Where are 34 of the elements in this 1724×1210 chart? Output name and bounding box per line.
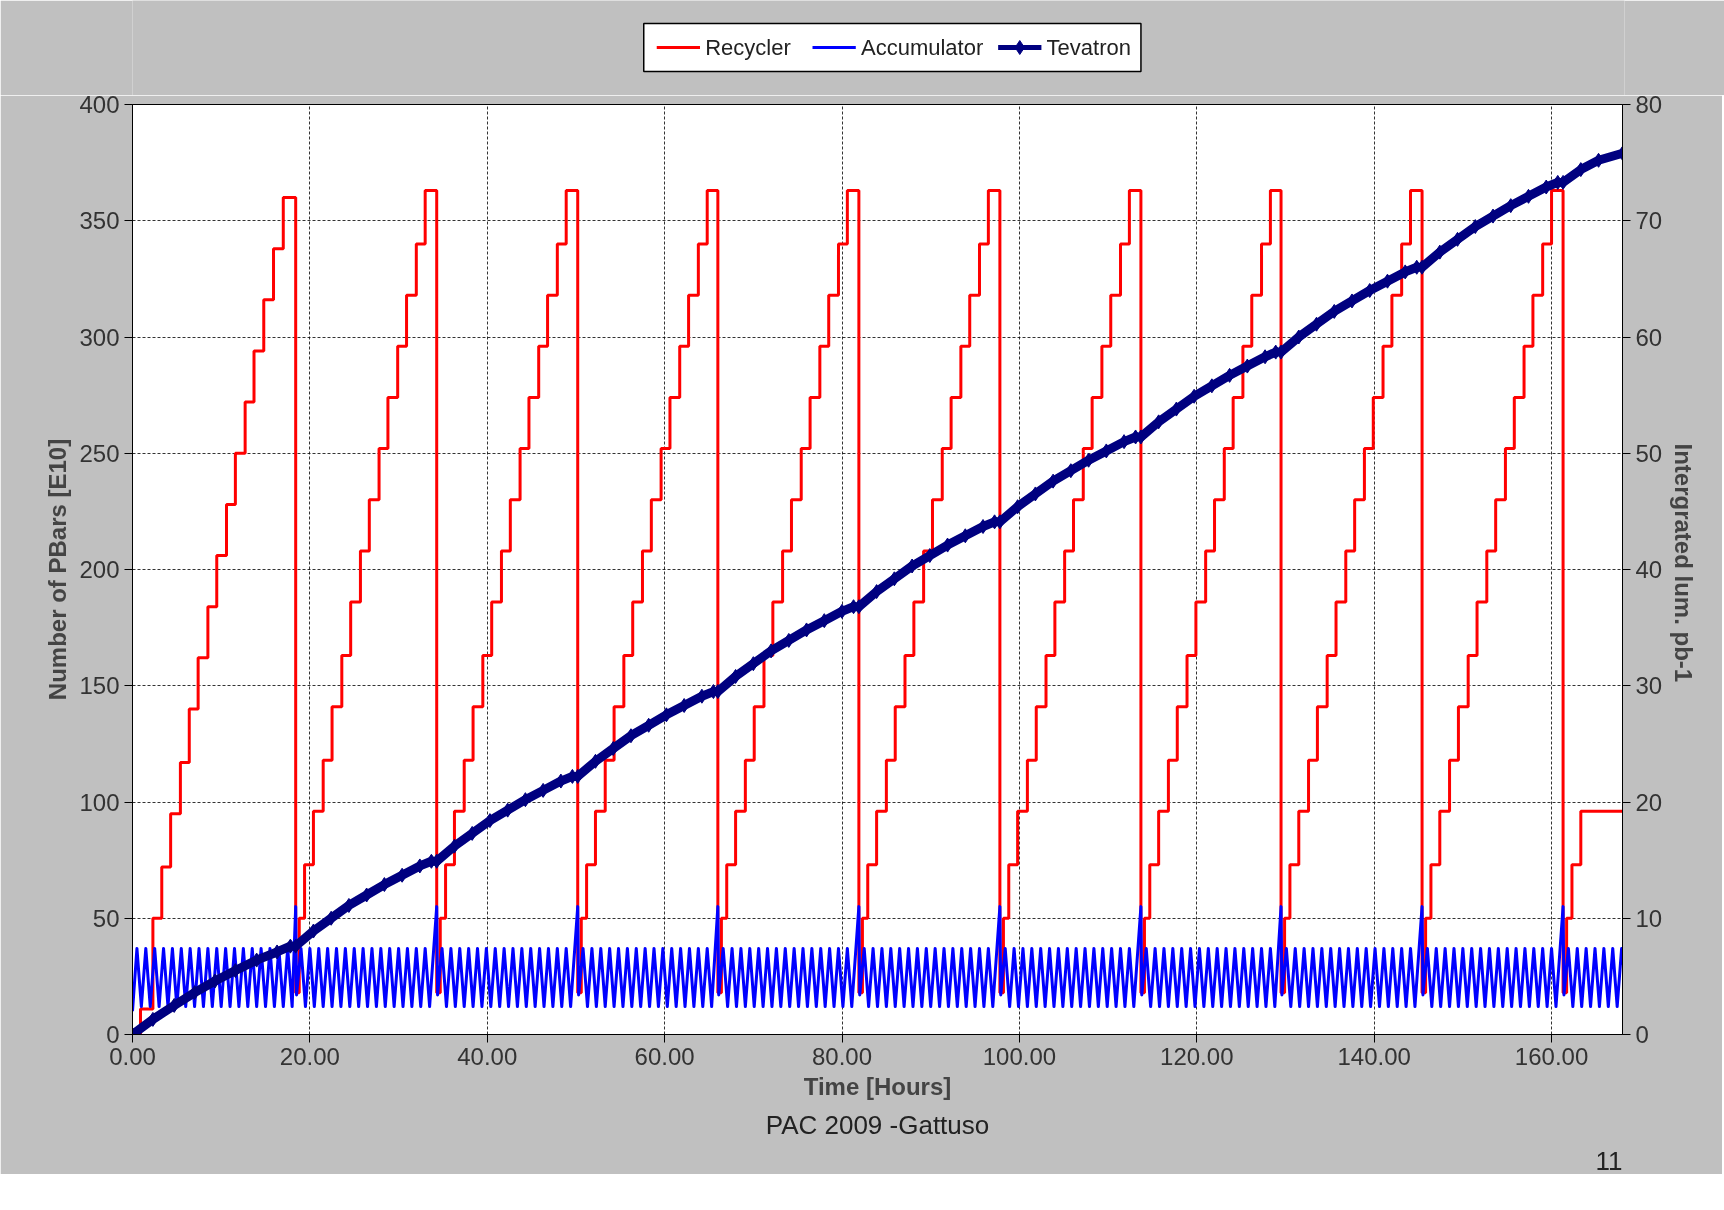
x-tick-label: 120.00 [1160, 1042, 1234, 1070]
y-tick-label: 50 [92, 904, 120, 932]
line-series [132, 905, 1623, 1013]
y2-tick-label: 20 [1635, 788, 1663, 816]
legend-label: Tevatron [1046, 35, 1131, 60]
text: 11 [1595, 1145, 1623, 1176]
y2-tick-label: 0 [1635, 1021, 1649, 1048]
x-tick-label: 80.00 [811, 1042, 873, 1070]
text: PAC 2009 -Gattuso [765, 1109, 990, 1140]
y-axis-title: Number of PBars [E10] [44, 438, 72, 701]
x-tick-label: 140.00 [1337, 1042, 1411, 1070]
y-tick-label: 100 [79, 788, 120, 816]
x-tick-label: 40.00 [457, 1042, 518, 1070]
y2-tick-label: 60 [1635, 323, 1663, 351]
y-tick-label: 250 [79, 439, 120, 467]
legend-label: Recycler [705, 35, 791, 60]
y2-tick-label: 40 [1635, 556, 1663, 583]
y-tick-label: 400 [79, 91, 120, 118]
x-tick-label: 160.00 [1514, 1042, 1589, 1070]
x-tick-label: 100.00 [982, 1042, 1057, 1070]
x-tick-label: 60.00 [634, 1042, 695, 1070]
y-tick-label: 300 [79, 323, 120, 351]
y2-tick-label: 70 [1635, 207, 1663, 235]
y-tick-label: 350 [79, 207, 120, 235]
y2-tick-label: 50 [1635, 439, 1663, 467]
y2-axis-title: Intergrated lum. pb-1 [1670, 443, 1698, 683]
y2-tick-label: 10 [1635, 904, 1663, 932]
x-tick-label: 20.00 [279, 1042, 340, 1070]
x-axis-title: Time [Hours] [803, 1072, 952, 1100]
legend-label: Accumulator [860, 35, 984, 60]
y2-tick-label: 80 [1635, 91, 1663, 118]
y-tick-label: 200 [79, 556, 120, 583]
y-tick-label: 150 [79, 672, 120, 700]
y2-tick-label: 30 [1635, 672, 1663, 700]
